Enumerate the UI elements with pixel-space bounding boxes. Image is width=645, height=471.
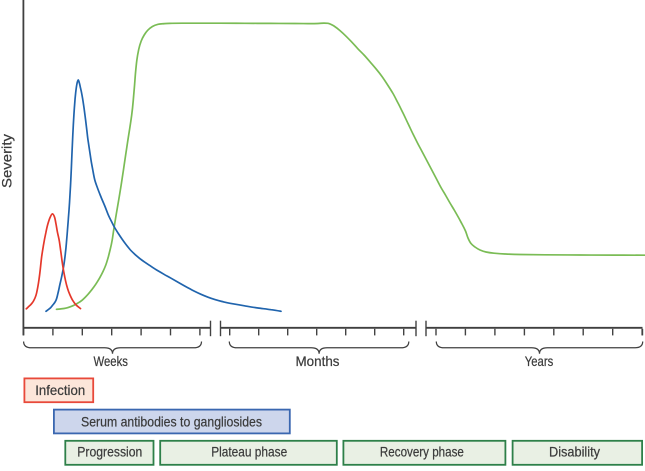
svg-text:Severity: Severity bbox=[0, 134, 15, 188]
svg-text:Plateau phase: Plateau phase bbox=[211, 444, 287, 459]
svg-text:Weeks: Weeks bbox=[93, 354, 128, 369]
svg-text:Progression: Progression bbox=[77, 444, 142, 459]
svg-text:Years: Years bbox=[525, 354, 554, 369]
svg-text:Infection: Infection bbox=[35, 383, 85, 398]
svg-text:Recovery phase: Recovery phase bbox=[380, 444, 464, 459]
svg-text:Serum antibodies to gangliosid: Serum antibodies to gangliosides bbox=[81, 414, 262, 429]
svg-text:Months: Months bbox=[296, 354, 340, 369]
svg-text:Disability: Disability bbox=[549, 444, 600, 459]
